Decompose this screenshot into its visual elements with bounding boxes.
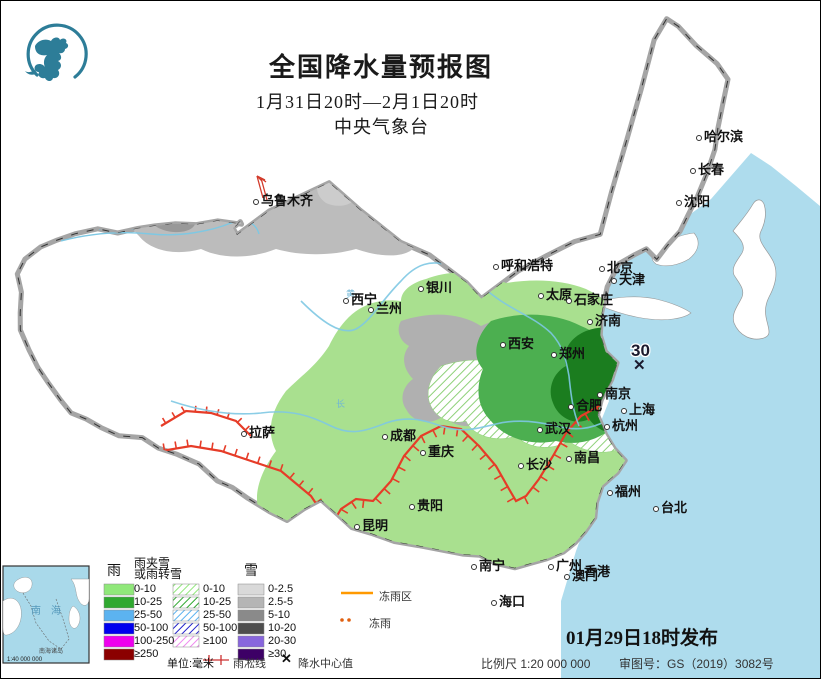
- svg-text:1:40 000 000: 1:40 000 000: [7, 657, 43, 663]
- svg-text:✕: ✕: [633, 357, 646, 374]
- svg-text:长: 长: [336, 398, 345, 409]
- svg-text:南海诸岛: 南海诸岛: [39, 647, 63, 655]
- svg-text:南 海: 南 海: [31, 604, 61, 617]
